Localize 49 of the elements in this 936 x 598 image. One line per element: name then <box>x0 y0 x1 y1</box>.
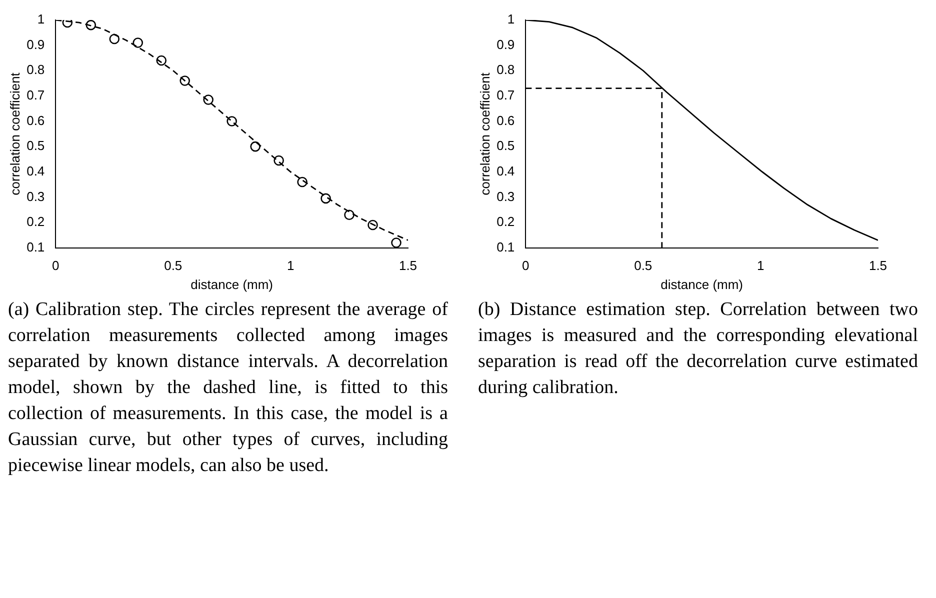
y-tick-label: 0.2 <box>26 214 45 230</box>
y-tick-label: 0.6 <box>496 112 515 128</box>
y-tick-label: 1 <box>507 12 515 27</box>
x-axis-title: distance (mm) <box>190 276 274 292</box>
point <box>132 38 144 48</box>
y-tick-label: 0.4 <box>496 163 515 178</box>
y-tick-label: 0.3 <box>496 188 515 204</box>
y-tick-label: 0.5 <box>496 138 515 154</box>
point <box>62 20 73 28</box>
point <box>297 176 308 188</box>
point <box>86 20 96 30</box>
y-tick-label: 0.8 <box>26 62 45 78</box>
x-tick-label: 0 <box>522 258 530 274</box>
x-tick-label: 0.5 <box>164 258 182 274</box>
x-axis-title: distance (mm) <box>660 276 744 292</box>
point <box>250 141 260 152</box>
x-tick-label: 1.5 <box>868 258 888 274</box>
y-tick-label: 0.9 <box>496 36 515 52</box>
point <box>226 116 237 126</box>
x-tick-label: 1 <box>286 258 294 274</box>
y-tick-label: 0.9 <box>26 36 45 52</box>
point <box>344 210 354 220</box>
point <box>391 238 402 248</box>
point <box>156 55 167 66</box>
y-tick-label: 0.3 <box>26 188 45 204</box>
y-tick-label: 0.2 <box>496 214 515 230</box>
y-axis-title: correlation coefficient <box>7 72 22 196</box>
x-tick-label: 0.5 <box>634 258 652 274</box>
y-tick-label: 0.1 <box>26 239 45 254</box>
point <box>368 220 378 230</box>
y-tick-label: 0.7 <box>496 88 515 103</box>
y-axis-title: correlation coefficient <box>477 72 492 196</box>
x-tick-label: 1.5 <box>398 258 418 274</box>
point <box>180 76 190 86</box>
y-tick-label: 0.5 <box>26 138 45 154</box>
x-tick-label: 0 <box>52 258 60 274</box>
point <box>109 34 120 44</box>
text: (a) Calibration step. The circles represent the average of correlation measurements collected among images separated by known distance intervals. A decorrelation model, shown by the dashed line, is fitted to this collection of measurements. In this case, the model is a Gaussian curve, but other types of curves, including piecewise linear models, can also be used. <box>8 298 448 478</box>
y-tick-label: 0.1 <box>496 239 515 254</box>
point <box>274 155 284 166</box>
y-tick-label: 1 <box>37 12 45 27</box>
text: (b) Distance estimation step. Correlation between two images is measured and the corresponding elevational separation is read off the decorrelation curve estimated during calibration. <box>478 298 918 400</box>
point <box>203 94 214 105</box>
y-tick-label: 0.7 <box>26 88 45 103</box>
y-tick-label: 0.6 <box>26 112 45 128</box>
point <box>320 193 331 204</box>
x-tick-label: 1 <box>756 258 764 274</box>
y-tick-label: 0.8 <box>496 62 515 78</box>
y-tick-label: 0.4 <box>26 163 45 178</box>
